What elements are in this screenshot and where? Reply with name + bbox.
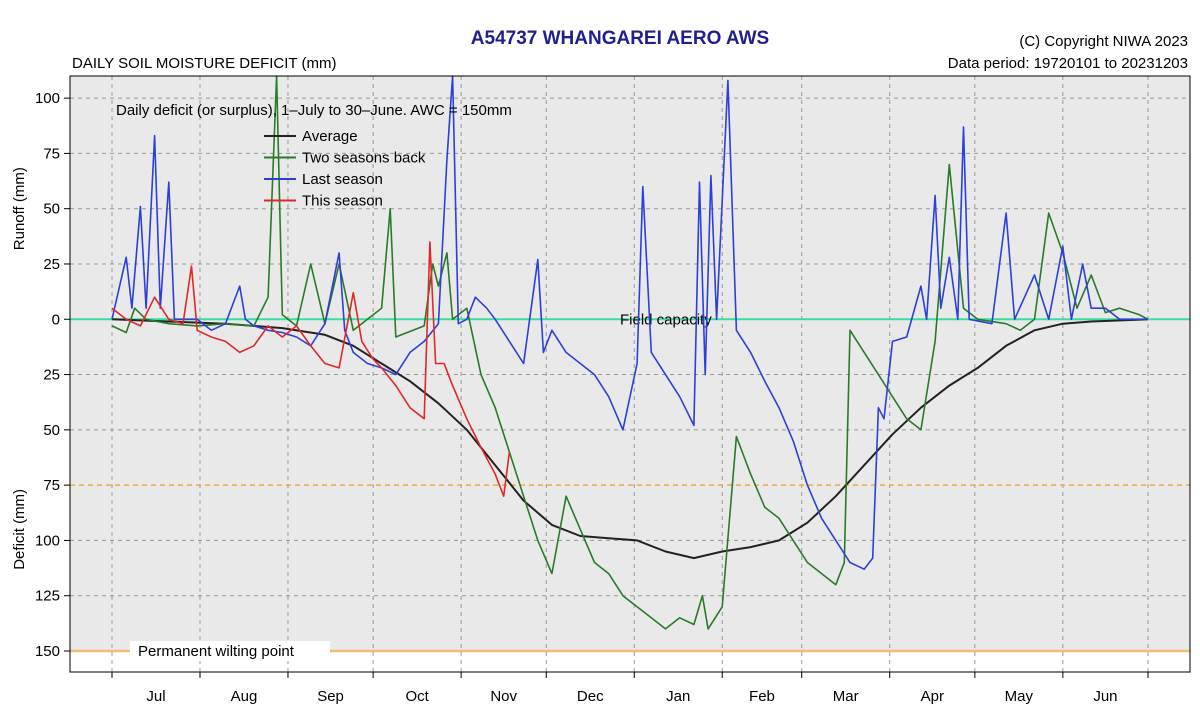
- chart-subtitle: DAILY SOIL MOISTURE DEFICIT (mm): [72, 55, 337, 72]
- wilting-label-bg: [130, 641, 330, 661]
- y-axis-label-runoff: Runoff (mm): [11, 167, 28, 250]
- y-tick-label: 0: [52, 311, 60, 328]
- series-line-two-seasons-back: [111, 75, 1149, 630]
- x-tick-label: Oct: [405, 688, 429, 705]
- x-tick-label: Apr: [921, 688, 944, 705]
- x-tick-label: Feb: [749, 688, 775, 705]
- y-tick-label: 25: [43, 367, 60, 384]
- reference-lines: Field capacity Permanent wilting point: [70, 311, 1190, 661]
- y-tick-label: 100: [35, 90, 60, 107]
- axes: 100 75 50 25 0 25 50 75 100 125 150 Jul Aug Sep Oct Nov…: [11, 90, 1149, 705]
- chart-title: A54737 WHANGAREI AERO AWS: [470, 28, 770, 49]
- x-tick-label: Dec: [577, 688, 604, 705]
- plot-frame: [69, 75, 1191, 673]
- series-lines: [111, 75, 1149, 630]
- y-tick-label: 50: [43, 201, 60, 218]
- legend-label: Two seasons back: [302, 150, 426, 167]
- plot-area: [70, 76, 1190, 651]
- y-tick-label: 75: [43, 477, 60, 494]
- copyright-text: (C) Copyright NIWA 2023: [1019, 33, 1188, 50]
- legend-label: Average: [302, 128, 358, 145]
- x-tick-label: Mar: [833, 688, 859, 705]
- x-tick-label: Jan: [666, 688, 690, 705]
- y-tick-label: 50: [43, 422, 60, 439]
- x-tick-label: May: [1005, 688, 1034, 705]
- data-period-text: Data period: 19720101 to 20231203: [947, 55, 1188, 72]
- x-tick-label: Aug: [231, 688, 258, 705]
- legend: Average Two seasons back Last season This s…: [264, 128, 426, 210]
- y-tick-label: 25: [43, 256, 60, 273]
- chart-annotation: Daily deficit (or surplus), 1–July to 30…: [116, 102, 512, 119]
- series-line-average: [111, 318, 1149, 560]
- x-tick-label: Sep: [317, 688, 344, 705]
- legend-label: Last season: [302, 171, 383, 188]
- y-tick-label: 125: [35, 588, 60, 605]
- series-line-this-season: [111, 241, 511, 497]
- x-tick-label: Nov: [490, 688, 517, 705]
- y-axis-label-deficit: Deficit (mm): [11, 489, 28, 570]
- wilting-point-label: Permanent wilting point: [138, 643, 295, 660]
- y-tick-label: 75: [43, 145, 60, 162]
- legend-label: This season: [302, 193, 383, 210]
- field-capacity-label: Field capacity: [620, 311, 712, 328]
- y-tick-label: 150: [35, 643, 60, 660]
- x-tick-label: Jun: [1093, 688, 1117, 705]
- x-tick-label: Jul: [146, 688, 165, 705]
- y-tick-label: 100: [35, 532, 60, 549]
- series-line-last-season: [111, 75, 1148, 570]
